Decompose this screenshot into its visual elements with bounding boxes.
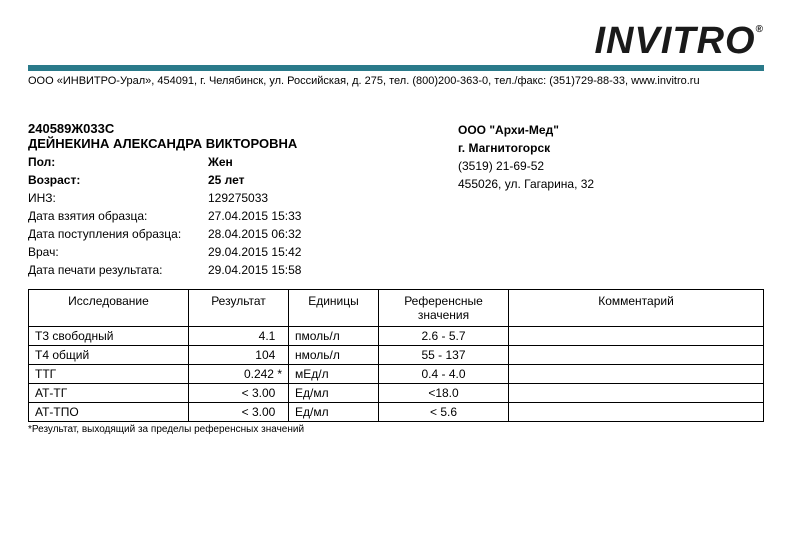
patient-field: ИНЗ:129275033	[28, 189, 408, 207]
clinic-address: 455026, ул. Гагарина, 32	[458, 175, 764, 193]
info-block: 240589Ж033С ДЕЙНЕКИНА АЛЕКСАНДРА ВИКТОРО…	[28, 121, 764, 279]
results-body: Т3 свободный4.1 пмоль/л2.6 - 5.7Т4 общий…	[29, 327, 764, 422]
patient-field: Врач:29.04.2015 15:42	[28, 243, 408, 261]
field-value: 27.04.2015 15:33	[208, 207, 301, 225]
table-header-row: Исследование Результат Единицы Референсн…	[29, 290, 764, 327]
test-name: АТ-ТГ	[29, 384, 189, 403]
test-name: Т4 общий	[29, 346, 189, 365]
table-row: АТ-ТГ< 3.00 Ед/мл<18.0	[29, 384, 764, 403]
header: INVITRO®	[28, 20, 764, 63]
registered-icon: ®	[756, 24, 764, 35]
col-header: Единицы	[289, 290, 379, 327]
col-header: Исследование	[29, 290, 189, 327]
table-row: АТ-ТПО< 3.00 Ед/мл< 5.6	[29, 403, 764, 422]
test-ref: <18.0	[379, 384, 509, 403]
test-result: 104	[189, 346, 289, 365]
test-unit: Ед/мл	[289, 403, 379, 422]
table-row: Т4 общий104 нмоль/л55 - 137	[29, 346, 764, 365]
test-result: < 3.00	[189, 403, 289, 422]
field-label: ИНЗ:	[28, 189, 208, 207]
clinic-name: ООО "Архи-Мед"	[458, 121, 764, 139]
col-header: Результат	[189, 290, 289, 327]
logo-text: INVITRO	[595, 20, 756, 62]
test-ref: 0.4 - 4.0	[379, 365, 509, 384]
patient-name: ДЕЙНЕКИНА АЛЕКСАНДРА ВИКТОРОВНА	[28, 136, 408, 151]
test-unit: нмоль/л	[289, 346, 379, 365]
test-ref: 2.6 - 5.7	[379, 327, 509, 346]
field-value: 29.04.2015 15:58	[208, 261, 301, 279]
patient-field: Пол:Жен	[28, 153, 408, 171]
test-comment	[509, 346, 764, 365]
field-label: Дата поступления образца:	[28, 225, 208, 243]
field-label: Пол:	[28, 153, 208, 171]
test-name: АТ-ТПО	[29, 403, 189, 422]
field-label: Возраст:	[28, 171, 208, 189]
field-value: 25 лет	[208, 171, 245, 189]
test-result: < 3.00	[189, 384, 289, 403]
clinic-info: ООО "Архи-Мед" г. Магнитогорск (3519) 21…	[458, 121, 764, 279]
field-value: 129275033	[208, 189, 268, 207]
patient-field: Дата взятия образца:27.04.2015 15:33	[28, 207, 408, 225]
test-comment	[509, 327, 764, 346]
field-value: 29.04.2015 15:42	[208, 243, 301, 261]
patient-field: Возраст:25 лет	[28, 171, 408, 189]
test-ref: < 5.6	[379, 403, 509, 422]
patient-info: 240589Ж033С ДЕЙНЕКИНА АЛЕКСАНДРА ВИКТОРО…	[28, 121, 408, 279]
test-comment	[509, 384, 764, 403]
field-label: Дата взятия образца:	[28, 207, 208, 225]
test-ref: 55 - 137	[379, 346, 509, 365]
logo: INVITRO®	[595, 20, 765, 63]
footnote: *Результат, выходящий за пределы референ…	[28, 424, 764, 435]
field-value: 28.04.2015 06:32	[208, 225, 301, 243]
patient-field: Дата печати результата:29.04.2015 15:58	[28, 261, 408, 279]
company-info: ООО «ИНВИТРО-Урал», 454091, г. Челябинск…	[28, 75, 764, 87]
col-header: Референсные значения	[379, 290, 509, 327]
test-unit: мЕд/л	[289, 365, 379, 384]
patient-field: Дата поступления образца:28.04.2015 06:3…	[28, 225, 408, 243]
field-value: Жен	[208, 153, 233, 171]
clinic-city: г. Магнитогорск	[458, 139, 764, 157]
field-label: Врач:	[28, 243, 208, 261]
test-comment	[509, 365, 764, 384]
results-table: Исследование Результат Единицы Референсн…	[28, 289, 764, 422]
test-name: ТТГ	[29, 365, 189, 384]
table-row: Т3 свободный4.1 пмоль/л2.6 - 5.7	[29, 327, 764, 346]
test-unit: Ед/мл	[289, 384, 379, 403]
test-result: 4.1	[189, 327, 289, 346]
table-row: ТТГ0.242 *мЕд/л0.4 - 4.0	[29, 365, 764, 384]
col-header: Комментарий	[509, 290, 764, 327]
test-comment	[509, 403, 764, 422]
patient-fields: Пол:ЖенВозраст:25 летИНЗ:129275033Дата в…	[28, 153, 408, 279]
field-label: Дата печати результата:	[28, 261, 208, 279]
test-unit: пмоль/л	[289, 327, 379, 346]
test-result: 0.242 *	[189, 365, 289, 384]
patient-code: 240589Ж033С	[28, 121, 408, 136]
divider	[28, 65, 764, 71]
clinic-phone: (3519) 21-69-52	[458, 157, 764, 175]
test-name: Т3 свободный	[29, 327, 189, 346]
lab-report: INVITRO® ООО «ИНВИТРО-Урал», 454091, г. …	[0, 0, 792, 455]
